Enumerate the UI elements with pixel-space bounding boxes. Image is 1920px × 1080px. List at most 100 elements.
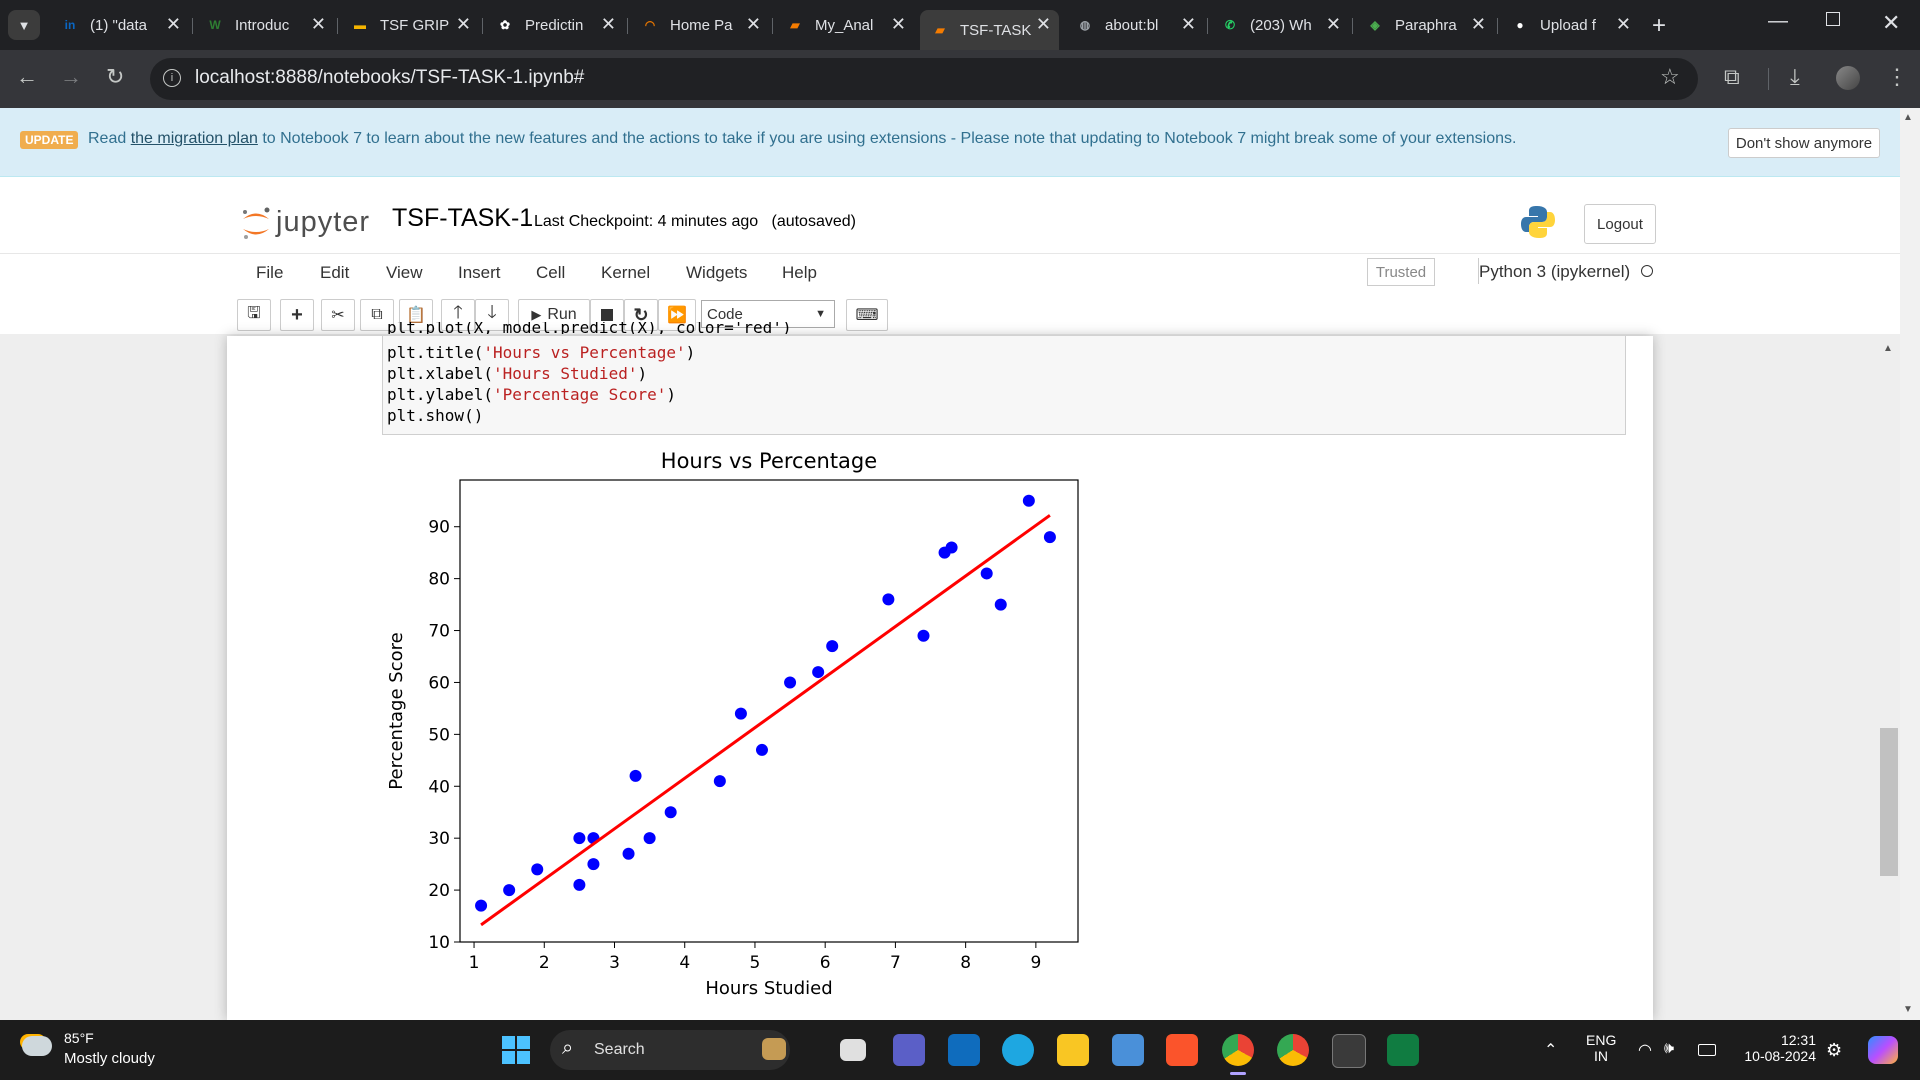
show-hidden-icons-icon[interactable]: ⌃ (1544, 1042, 1558, 1059)
github-icon: ● (1516, 18, 1524, 32)
close-icon[interactable]: ✕ (1035, 14, 1051, 34)
volume-icon[interactable]: 🕪 (1664, 1040, 1675, 1057)
code-line: plt.xlabel('Hours Studied') (387, 364, 647, 383)
notebook-title[interactable]: TSF-TASK-1 (392, 204, 534, 232)
browser-tab[interactable]: ◠ Home Pa ✕ (630, 10, 769, 40)
menu-help[interactable]: Help (782, 263, 817, 282)
kernel-indicator[interactable]: Python 3 (ipykernel) (1479, 262, 1653, 282)
task-view-icon[interactable] (840, 1039, 866, 1061)
browser-tab[interactable]: ▰ TSF-TASK ✕ (920, 10, 1059, 50)
back-button[interactable]: ← (16, 64, 38, 90)
language-indicator[interactable]: ENG IN (1586, 1032, 1616, 1064)
close-icon[interactable]: ✕ (1470, 14, 1486, 34)
close-window-button[interactable]: ✕ (1882, 10, 1900, 36)
chrome-icon[interactable] (1222, 1034, 1254, 1066)
data-point (503, 884, 516, 897)
weather-temp: 85°F (64, 1030, 94, 1046)
menu-file[interactable]: File (256, 263, 284, 282)
migration-plan-link[interactable]: the migration plan (130, 130, 258, 147)
move-down-button[interactable]: 🡓 (475, 299, 509, 331)
scroll-down-arrow-icon[interactable]: ▼ (1903, 1004, 1913, 1015)
restart-button[interactable]: ↻ (624, 299, 658, 331)
terminal-icon[interactable] (1332, 1034, 1366, 1068)
brave-icon[interactable] (1166, 1034, 1198, 1066)
chrome-profile-icon[interactable] (1277, 1034, 1309, 1066)
menu-insert[interactable]: Insert (458, 263, 501, 282)
browser-tab[interactable]: ✿ Predictin ✕ (485, 10, 624, 40)
browser-tab[interactable]: W Introduc ✕ (195, 10, 334, 40)
close-icon[interactable]: ✕ (600, 14, 616, 34)
menu-edit[interactable]: Edit (320, 263, 350, 282)
minimize-button[interactable]: — (1768, 10, 1788, 33)
code-cell[interactable] (382, 336, 1626, 435)
menu-view[interactable]: View (386, 263, 423, 282)
dont-show-anymore-button[interactable]: Don't show anymore (1728, 128, 1880, 158)
jupyter-logo[interactable]: jupyter (240, 204, 380, 244)
download-icon[interactable]: ⤓ (1790, 64, 1800, 89)
battery-icon[interactable] (1698, 1044, 1716, 1056)
browser-tab[interactable]: ▰ My_Anal ✕ (775, 10, 914, 40)
tab-label: Introduc (235, 16, 290, 34)
close-icon[interactable]: ✕ (165, 14, 181, 34)
clock[interactable]: 12:31 10-08-2024 (1736, 1032, 1816, 1064)
close-icon[interactable]: ✕ (455, 14, 471, 34)
edge-icon[interactable] (1002, 1034, 1034, 1066)
wifi-icon[interactable]: ◠ (1638, 1042, 1652, 1059)
weather-widget[interactable]: 85°F Mostly cloudy (20, 1030, 200, 1074)
interrupt-button[interactable] (590, 299, 624, 331)
insert-cell-button[interactable]: + (280, 299, 314, 331)
copilot-icon[interactable] (1868, 1036, 1898, 1064)
copy-button[interactable]: ⧉ (360, 299, 394, 331)
new-tab-button[interactable]: + (1652, 12, 1666, 40)
close-icon[interactable]: ✕ (890, 14, 906, 34)
store-icon[interactable] (1112, 1034, 1144, 1066)
address-bar[interactable] (150, 58, 1698, 100)
run-button[interactable]: ▶ Run (518, 299, 590, 331)
restart-run-all-button[interactable]: ⏩ (658, 299, 696, 331)
forward-button[interactable]: → (60, 64, 82, 90)
close-icon[interactable]: ✕ (1180, 14, 1196, 34)
browser-menu-icon[interactable]: ⋮ (1886, 64, 1908, 89)
taskbar-search[interactable]: ⌕ Search (550, 1030, 790, 1070)
browser-tab[interactable]: in (1) "data ✕ (50, 10, 189, 40)
notifications-icon[interactable]: ⚙ (1826, 1040, 1843, 1060)
restore-button[interactable] (1826, 12, 1840, 26)
move-up-button[interactable]: 🡑 (441, 299, 475, 331)
address-url[interactable]: localhost:8888/notebooks/TSF-TASK-1.ipyn… (195, 67, 585, 88)
close-icon[interactable]: ✕ (1615, 14, 1631, 34)
paste-button[interactable]: 📋 (399, 299, 433, 331)
outlook-icon[interactable] (948, 1034, 980, 1066)
logout-button[interactable]: Logout (1584, 204, 1656, 244)
restart-icon: ↻ (633, 304, 649, 325)
extensions-icon[interactable]: ⧉ (1724, 64, 1740, 89)
start-button[interactable] (502, 1036, 530, 1064)
file-explorer-icon[interactable] (1057, 1034, 1089, 1066)
scroll-up-arrow-icon[interactable]: ▲ (1903, 112, 1913, 123)
browser-tab[interactable]: ✆ (203) Wh ✕ (1210, 10, 1349, 40)
meet-icon[interactable] (893, 1034, 925, 1066)
browser-tab[interactable]: ◍ about:bl ✕ (1065, 10, 1204, 40)
reload-button[interactable]: ↻ (106, 64, 124, 90)
notebook-scroll-up-icon[interactable]: ▲ (1883, 343, 1893, 354)
browser-tab[interactable]: ● Upload f ✕ (1500, 10, 1639, 40)
browser-tab[interactable]: ▬ TSF GRIP ✕ (340, 10, 479, 40)
cut-button[interactable]: ✂ (321, 299, 355, 331)
page-scrollbar[interactable] (1900, 108, 1920, 1020)
command-palette-button[interactable]: ⌨ (846, 299, 888, 331)
close-icon[interactable]: ✕ (1325, 14, 1341, 34)
close-icon[interactable]: ✕ (310, 14, 326, 34)
menu-widgets[interactable]: Widgets (686, 263, 748, 282)
menu-kernel[interactable]: Kernel (601, 263, 651, 282)
site-info-icon[interactable]: i (163, 69, 181, 87)
tab-search-button[interactable]: ▼ (8, 10, 40, 40)
bookmark-star-icon[interactable]: ☆ (1660, 64, 1680, 89)
cell-type-select[interactable]: Code ▼ (701, 300, 835, 328)
excel-icon[interactable] (1387, 1034, 1419, 1066)
browser-tab[interactable]: ◈ Paraphra ✕ (1355, 10, 1494, 40)
trusted-indicator[interactable]: Trusted (1367, 258, 1435, 286)
menu-cell[interactable]: Cell (536, 263, 566, 282)
save-button[interactable]: 🖫 (237, 299, 271, 331)
profile-avatar[interactable] (1836, 66, 1860, 90)
close-icon[interactable]: ✕ (745, 14, 761, 34)
scrollbar-thumb[interactable] (1880, 728, 1898, 876)
